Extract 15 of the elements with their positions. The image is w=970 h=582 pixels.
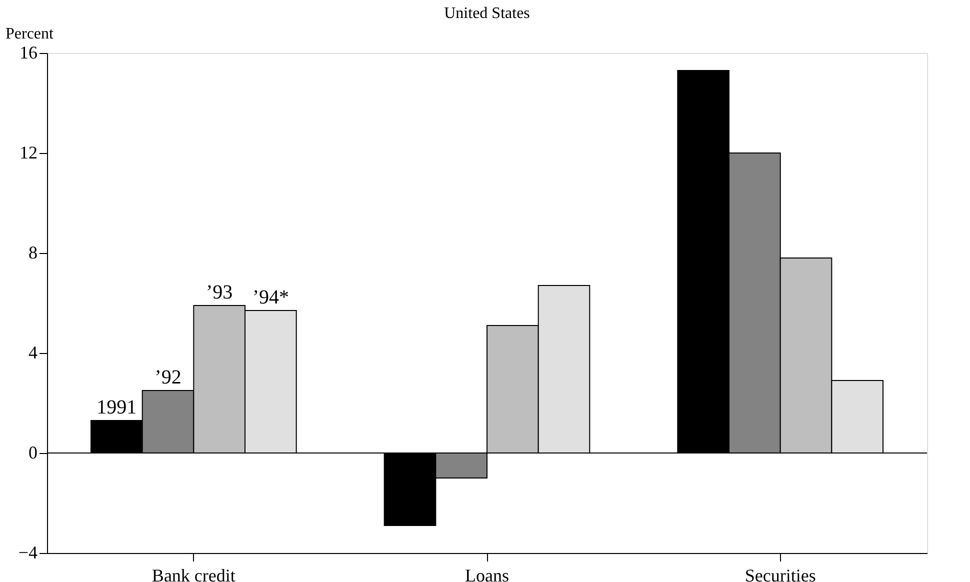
series-label: ’93 xyxy=(206,282,233,304)
chart-title: United States xyxy=(444,5,530,22)
y-tick-label: −4 xyxy=(18,542,38,562)
y-tick-label: 4 xyxy=(28,342,38,362)
y-tick-label: 16 xyxy=(20,42,38,62)
series-label: 1991 xyxy=(96,396,137,418)
y-tick-label: 0 xyxy=(28,442,38,462)
y-axis-title: Percent xyxy=(6,26,54,42)
series-label: ’94* xyxy=(252,286,290,308)
x-tick-label: Bank credit xyxy=(152,566,236,582)
x-tick-label: Securities xyxy=(744,566,816,582)
x-tick-label: Loans xyxy=(465,566,509,582)
series-label: ’92 xyxy=(154,366,182,388)
y-tick-label: 12 xyxy=(20,142,38,162)
y-tick-label: 8 xyxy=(28,242,38,262)
